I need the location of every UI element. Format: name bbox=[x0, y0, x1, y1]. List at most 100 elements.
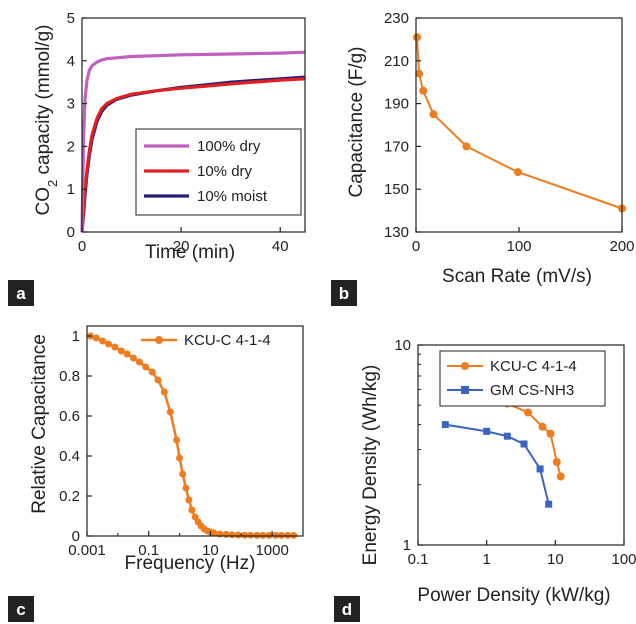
panel-b-data-point bbox=[513, 168, 522, 177]
panel-c-data-point bbox=[247, 531, 255, 539]
panel-d-legend-label: GM CS-NH3 bbox=[490, 382, 574, 399]
panel-b-y-tick-label: 210 bbox=[384, 53, 409, 70]
panel-d-legend: KCU-C 4-1-4 GM CS-NH3 bbox=[439, 350, 606, 407]
panel-c-y-tick-label: 0 bbox=[72, 528, 80, 545]
panel-c-y-tick-label: 0.4 bbox=[59, 448, 80, 465]
panel-a-y-tick-label: 3 bbox=[67, 96, 75, 113]
panel-c-x-axis-label: Frequency (Hz) bbox=[125, 553, 256, 574]
panel-c-data-point bbox=[148, 368, 156, 376]
panel-c-data-point bbox=[160, 388, 168, 396]
panel-c-plot-frame bbox=[86, 325, 304, 537]
panel-d-x-tick-label: 0.1 bbox=[408, 551, 429, 568]
panel-c-chart: 0.001 0.1 10 1000 0 0.2 0.4 0.6 0.8 1 Frequency (… bbox=[8, 325, 304, 622]
panel-a-letter-badge bbox=[8, 280, 34, 306]
panel-b-x-tick-label: 200 bbox=[609, 238, 634, 255]
panel-b-chart: 0 100 200 130 150 170 190 210 230 Scan Rate (mV/… bbox=[331, 10, 635, 306]
panel-c-data-point bbox=[117, 347, 125, 355]
panel-c-data-point bbox=[105, 340, 113, 348]
panel-d-data-point bbox=[556, 472, 565, 481]
panel-c-y-axis-label: Relative Capacitance bbox=[29, 334, 50, 514]
panel-c-y-tick-label: 0.6 bbox=[59, 408, 80, 425]
panel-d-data-point bbox=[524, 408, 533, 417]
panel-b-y-tick-label: 150 bbox=[384, 181, 409, 198]
panel-d-y-axis-label: Energy Density (Wh/kg) bbox=[360, 365, 381, 566]
panel-d-data-point bbox=[520, 440, 528, 448]
panel-c-data-point bbox=[222, 530, 230, 538]
panel-b-data-point bbox=[462, 142, 471, 151]
panel-b-plot-frame bbox=[415, 17, 623, 233]
panel-d-data-point bbox=[483, 427, 491, 435]
panel-d-y-tick-label: 10 bbox=[394, 337, 411, 354]
panel-d-legend-marker bbox=[461, 362, 469, 370]
panel-d-data-point bbox=[441, 421, 449, 429]
panel-c-letter-badge bbox=[8, 596, 34, 622]
panel-b-data-point bbox=[413, 33, 422, 42]
panel-d-x-tick-label: 1 bbox=[482, 551, 490, 568]
panel-c-data-point bbox=[176, 454, 184, 462]
panel-b-x-axis-label: Scan Rate (mV/s) bbox=[442, 266, 592, 287]
panel-b-y-tick-label: 170 bbox=[384, 138, 409, 155]
panel-d-plot-frame bbox=[417, 344, 625, 546]
panel-c-data-point bbox=[182, 484, 190, 492]
panel-a-series-line-2 bbox=[80, 77, 306, 233]
panel-b-data-point bbox=[415, 69, 424, 78]
panel-b-y-tick-label: 230 bbox=[384, 10, 409, 27]
panel-a-series-line-1 bbox=[80, 50, 306, 233]
panel-a-x-axis-label: Time (min) bbox=[145, 242, 235, 263]
panel-a-plot-frame bbox=[81, 17, 306, 233]
panel-a-x-tick-label: 40 bbox=[272, 238, 289, 255]
panel-b-letter-badge bbox=[331, 280, 357, 306]
panel-a-chart: 0 20 40 0 1 2 3 4 5 Time (min) CO2 capacity (mmo… bbox=[8, 10, 306, 306]
panel-b-series-line bbox=[416, 37, 623, 210]
panel-d-data-point bbox=[536, 465, 544, 473]
panel-a-y-tick-label: 1 bbox=[67, 181, 75, 198]
panel-c-data-point bbox=[173, 436, 181, 444]
panel-c-x-tick-label: 0.1 bbox=[138, 542, 159, 559]
panel-c-y-tick-label: 0.8 bbox=[59, 368, 80, 385]
panel-d-legend-box bbox=[439, 350, 606, 407]
panel-d-y-tick-label: 1 bbox=[403, 537, 411, 554]
panel-c-data-point bbox=[234, 531, 242, 539]
panel-a-legend-label: 100% dry bbox=[197, 138, 261, 155]
panel-c-data-point bbox=[185, 496, 193, 504]
panel-b-letter: b bbox=[339, 284, 349, 303]
panel-a-y-tick-label: 2 bbox=[67, 138, 75, 155]
panel-d-data-point bbox=[546, 429, 555, 438]
panel-d-x-tick-label: 10 bbox=[547, 551, 564, 568]
panel-b-y-tick-label: 130 bbox=[384, 224, 409, 241]
panel-d-legend-marker bbox=[461, 386, 469, 394]
panel-b-data-point bbox=[419, 86, 428, 95]
panel-c-legend-marker bbox=[155, 336, 163, 344]
panel-c-x-tick-label: 1000 bbox=[255, 542, 288, 559]
panel-b-x-tick-label: 0 bbox=[412, 238, 420, 255]
panel-a-y-tick-label: 4 bbox=[67, 53, 75, 70]
panel-c-data-point bbox=[241, 531, 249, 539]
panel-c-x-tick-label: 10 bbox=[202, 542, 219, 559]
panel-a-y-tick-label: 5 bbox=[67, 10, 75, 27]
panel-c-data-point bbox=[111, 343, 119, 351]
panel-a-letter: a bbox=[16, 284, 26, 303]
panel-a-legend: 100% dry 10% dry 10% moist bbox=[135, 128, 302, 216]
panel-c-letter: c bbox=[16, 600, 25, 619]
panel-d-letter-badge bbox=[334, 596, 360, 622]
panel-a-x-tick-label: 0 bbox=[78, 238, 86, 255]
panel-a-legend-label: 10% moist bbox=[197, 188, 268, 205]
panel-c-legend: KCU-C 4-1-4 bbox=[141, 332, 271, 349]
panel-c-series-line bbox=[90, 334, 294, 537]
panel-c-data-point bbox=[154, 376, 162, 384]
panel-c-data-point bbox=[166, 408, 174, 416]
panel-c-data-point bbox=[188, 506, 196, 514]
panel-b-y-tick-label: 190 bbox=[384, 96, 409, 113]
panel-d-x-tick-label: 100 bbox=[611, 551, 636, 568]
panel-c-data-point bbox=[123, 350, 131, 358]
panel-c-data-point bbox=[142, 363, 150, 371]
panel-a-y-axis-label: CO2 capacity (mmol/g) bbox=[33, 25, 60, 216]
panel-c-data-point bbox=[179, 470, 187, 478]
panel-b-x-tick-label: 100 bbox=[506, 238, 531, 255]
panel-c-legend-label: KCU-C 4-1-4 bbox=[184, 332, 271, 349]
panel-c-data-point bbox=[99, 337, 107, 345]
panel-d-x-axis-label: Power Density (kW/kg) bbox=[417, 585, 610, 606]
panel-c-x-tick-label: 0.001 bbox=[68, 542, 106, 559]
